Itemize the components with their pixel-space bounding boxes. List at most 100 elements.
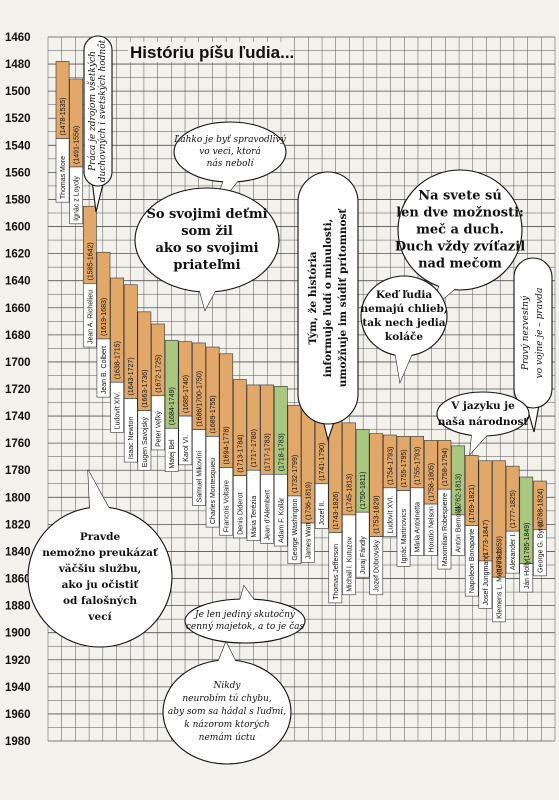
y-tick-label: 1980 — [5, 736, 31, 748]
bar-name-box — [137, 410, 152, 471]
bubble-shape — [184, 598, 306, 644]
quote-text-line: informuje ľudí o minulosti, — [322, 219, 334, 378]
lifespan-bar: (1717-1780) Mária Terézia — [246, 384, 261, 541]
lifespan-bar: (1732-1799) George Washington — [287, 404, 302, 564]
bar-name-box — [219, 467, 234, 536]
bar-name-box — [410, 487, 425, 556]
quote-text-line: som žil — [181, 224, 233, 239]
bubble-tail-fill — [218, 642, 236, 662]
quote-bubble: Práca je zdrojom všetkých duchovných i sv… — [83, 35, 113, 213]
bubble-tail-fill — [198, 285, 218, 310]
y-tick-label: 1620 — [5, 249, 31, 261]
bar-name-box — [369, 536, 384, 596]
quote-text-line: cenný majetok, a to je čas — [186, 621, 305, 632]
bar-dates-label: (1743-1826) — [333, 491, 340, 529]
bar-name-box — [423, 503, 438, 556]
bar-name-label: Alexander I. — [510, 533, 517, 570]
bar-dates-label: (1663-1736) — [142, 370, 149, 408]
lifespan-bar: (1743-1826) Thomas Jefferson — [328, 419, 343, 604]
bar-name-label: Denis Diderot — [237, 492, 244, 534]
quote-text-line: nás nebolí — [207, 158, 255, 169]
bar-name-box — [396, 490, 411, 567]
bar-dates-label: (1753-1829) — [374, 495, 381, 533]
bar-name-box — [69, 166, 84, 225]
bubble-shape — [360, 275, 448, 357]
bar-name-box — [55, 138, 70, 203]
bar-name-label: Charles Montesquieu — [210, 458, 217, 524]
quote-text-line: neurobím tú chybu, — [182, 693, 271, 704]
bar-dates-label: (1754-1793) — [387, 447, 394, 485]
bar-dates-label: (1694-1778) — [224, 426, 231, 464]
bar-name-box — [464, 525, 479, 597]
bar-dates-label: (1762-1813) — [456, 474, 463, 512]
quote-text-line: koláče — [385, 330, 423, 343]
bar-dates-label: (1755-1793) — [415, 447, 422, 485]
bar-name-label: Ignác z Loyoly — [74, 176, 81, 221]
y-tick-label: 1700 — [5, 357, 31, 369]
quote-text-line: vo vojne je – pravda — [535, 288, 545, 379]
lifespan-bar: (1686/1700-1750) Samuel Mikovíni — [192, 342, 206, 506]
bar-name-label: Peter Veľký — [156, 411, 163, 447]
bar-name-box — [178, 415, 193, 466]
chart-title-background — [128, 42, 290, 62]
lifespan-bar: (1717-1783) Jean d'Alembert — [260, 384, 274, 544]
quote-text-line: väčšiu službu, — [58, 562, 142, 575]
bar-name-label: Ľudovít XVI. — [387, 495, 394, 533]
y-tick-label: 1720 — [5, 384, 31, 396]
bar-dates-label: (1685-1740) — [183, 375, 190, 413]
bar-dates-label: (1745-1813) — [346, 474, 353, 512]
bar-name-box — [451, 514, 465, 556]
bar-name-box — [110, 381, 124, 433]
quote-text-line: vo veci, ktorá — [199, 146, 261, 157]
bar-name-label: Mária Terézia — [251, 496, 258, 538]
lifespan-bar: (1684-1749) Matej Bel — [164, 339, 179, 472]
bar-name-label: Karol VI. — [183, 435, 190, 462]
bar-dates-label: (1684-1749) — [169, 387, 176, 425]
bar-dates-label: (1736-1819) — [306, 482, 313, 520]
bar-name-label: Samuel Mikovíni — [196, 451, 203, 503]
y-tick-label: 1880 — [5, 601, 31, 613]
bar-dates-label: (1732-1799) — [292, 455, 299, 493]
bar-name-label: Horatio Nelson — [428, 506, 435, 552]
bar-dates-label: (1750-1811) — [360, 472, 367, 510]
quote-text-line: Ľahko je byť spravodlivý — [173, 134, 286, 145]
bar-name-box — [533, 529, 547, 577]
lifespan-bar: (1619-1683) Jean B. Colbert — [96, 251, 111, 398]
y-tick-label: 1580 — [5, 194, 31, 206]
lifespan-bar: (1638-1715) Ľudovít XIV. — [110, 277, 124, 433]
quote-text-line: Je len jediný skutočný — [193, 609, 296, 620]
bar-name-label: Ľudovít XIV. — [115, 392, 122, 430]
bar-name-box — [478, 560, 493, 609]
lifespan-bar: (1745-1813) Michail I. Kutuzov — [342, 422, 356, 596]
bar-dates-label: (1777-1825) — [510, 490, 517, 528]
bar-name-label: Jozef Dobrovský — [374, 540, 381, 592]
quote-text-line: Duch vždy zvíťazil — [395, 240, 525, 255]
bar-name-box — [342, 514, 356, 596]
bubble-shape — [436, 391, 530, 437]
bar-name-box — [123, 398, 138, 463]
quote-text-line: nemožno preukázať — [42, 547, 159, 559]
bar-dates-label: (1638-1715) — [115, 341, 122, 379]
bar-name-box — [260, 473, 274, 544]
y-tick-label: 1660 — [5, 303, 31, 315]
bar-name-label: Michail I. Kutuzov — [346, 536, 353, 591]
bar-dates-label: (1788-1824) — [537, 489, 544, 527]
quote-text-line: naša národnosť — [438, 416, 530, 428]
bar-name-label: George G. Byron — [537, 520, 544, 573]
bar-name-label: Ignác Martinovics — [401, 508, 408, 563]
bar-dates-label: (1758-1805) — [428, 463, 435, 501]
bar-dates-label: (1755-1795) — [401, 449, 408, 487]
lifespan-bar: (1753-1829) Jozef Dobrovský — [369, 433, 384, 596]
bubble-shape — [27, 506, 173, 648]
y-tick-label: 1940 — [5, 682, 31, 694]
bar-name-label: Ján Hollý — [524, 560, 531, 589]
y-tick-label: 1860 — [5, 574, 31, 586]
lifespan-bar: (1754-1793) Ľudovít XVI. — [383, 434, 397, 537]
bar-name-label: Francois Voltaire — [224, 480, 231, 532]
bubble-tail-fill — [88, 470, 110, 512]
bar-name-box — [96, 338, 111, 398]
bar-dates-label: (1643-1727) — [128, 357, 135, 395]
y-tick-label: 1960 — [5, 709, 31, 721]
bar-name-box — [287, 495, 302, 564]
